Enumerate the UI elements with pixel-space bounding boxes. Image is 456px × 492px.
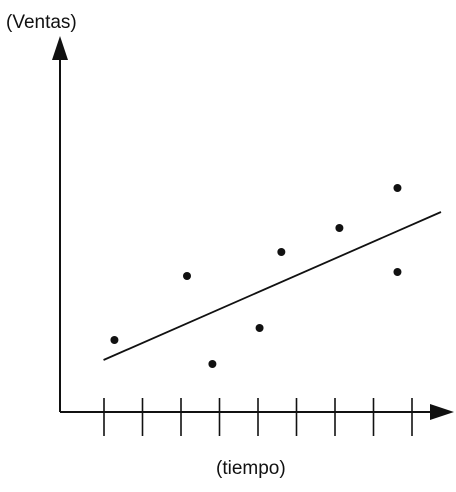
data-point [393,184,402,192]
data-point [277,248,286,256]
x-axis-label: (tiempo) [216,458,286,479]
data-point [335,224,344,232]
axes [52,36,454,420]
data-point [393,268,402,276]
data-point [255,324,264,332]
trend-line [103,211,442,361]
data-point [183,272,191,280]
data-point [208,360,217,368]
y-axis-label: (Ventas) [6,12,77,33]
data-points [110,184,402,368]
y-axis-arrowhead [52,36,68,60]
x-axis-arrowhead [430,404,454,420]
x-axis-ticks [103,398,413,436]
data-point [110,336,119,344]
trend-line-segment [103,211,442,361]
